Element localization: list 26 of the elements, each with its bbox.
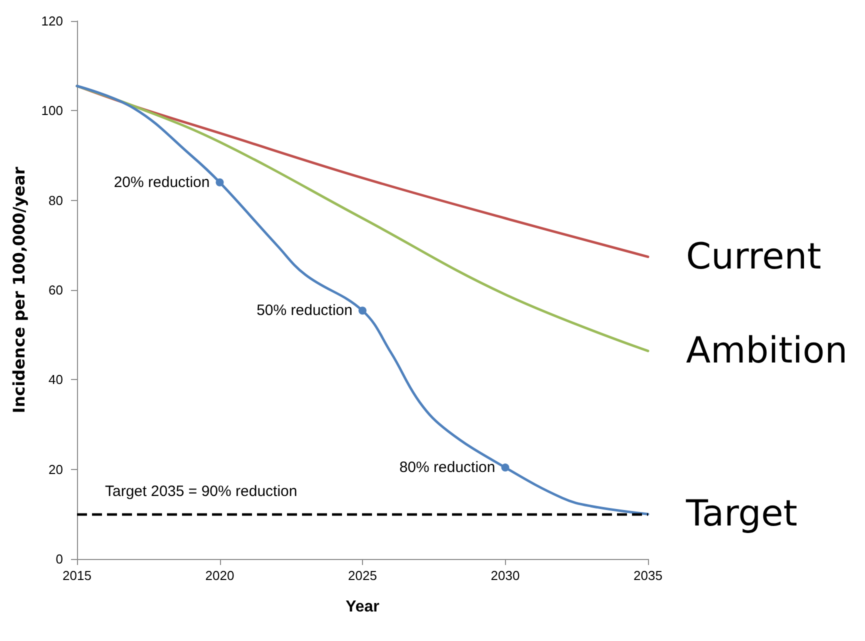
x-tick-label: 2020 (205, 568, 234, 583)
point (358, 306, 366, 315)
x-tick-label: 2025 (348, 568, 377, 583)
annotation: 80% reduction (399, 459, 496, 476)
point (501, 464, 510, 472)
x-axis-title: Year (346, 598, 380, 616)
series-label: Current (686, 236, 822, 278)
annotation: Target 2035 = 90% reduction (105, 483, 298, 500)
line-series (76, 84, 650, 516)
x-tick-label: 2015 (62, 568, 92, 583)
y-tick-label: 40 (48, 372, 63, 388)
series-label: Target (685, 494, 798, 535)
line-series (76, 84, 650, 352)
annotation: 20% reduction (114, 174, 210, 191)
y-axis-title: Incidence per 100,000/year (10, 166, 28, 414)
y-tick-label: 100 (41, 103, 63, 118)
y-tick-label: 20 (48, 462, 63, 477)
y-tick-label: 120 (41, 14, 63, 28)
annotation: 50% reduction (256, 302, 352, 320)
y-tick-label: 0 (56, 552, 63, 566)
x-tick-label: 2035 (634, 568, 662, 583)
x-tick-label: 2030 (490, 568, 520, 583)
point (216, 178, 224, 186)
y-tick-label: 80 (48, 192, 63, 208)
series-label: Ambition (686, 330, 848, 372)
y-tick-label: 60 (48, 282, 63, 298)
